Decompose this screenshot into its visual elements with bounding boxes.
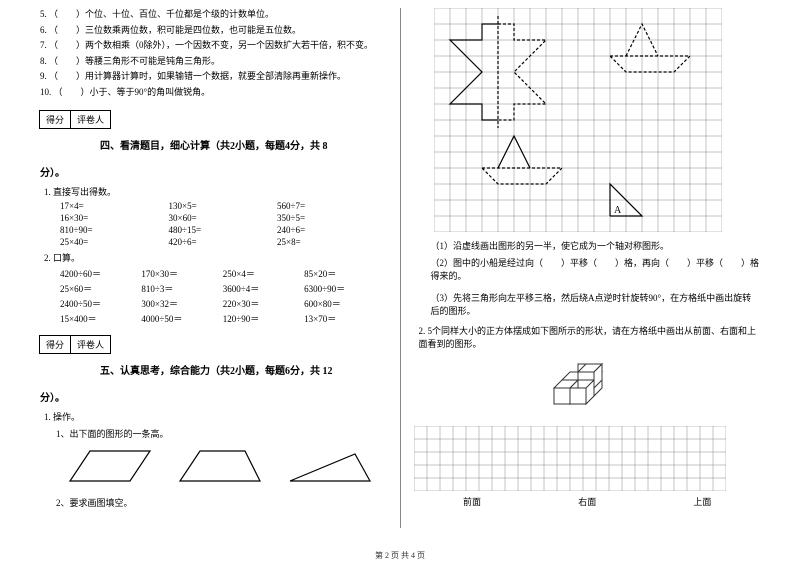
calc2-row: 15×400＝4000÷50＝120÷90＝13×70＝ <box>40 312 386 325</box>
view-right-label: 右面 <box>578 495 596 508</box>
op2-text: 2、要求画图填空。 <box>44 496 386 509</box>
score-box-4: 得分 评卷人 <box>40 110 111 129</box>
op1-text: 1、出下面的图形的一条高。 <box>44 427 386 440</box>
score-box-5: 得分 评卷人 <box>40 335 111 354</box>
calc1-block: 17×4=130×5=560÷7= 16×30=30×60=350÷5= 810… <box>40 201 386 247</box>
view-front-label: 前面 <box>463 495 481 508</box>
calc2-block: 4200÷60＝170×30＝250×4＝85×20＝ 25×60＝810÷3＝… <box>40 267 386 325</box>
section5-suffix: 分）。 <box>40 389 386 404</box>
calc1-row: 17×4=130×5=560÷7= <box>40 201 386 211</box>
page-footer: 第 2 页 共 4 页 <box>0 550 800 561</box>
op-label: 1. 操作。 <box>44 410 386 423</box>
parallelogram-shape <box>60 446 155 486</box>
cubes-svg <box>542 358 632 418</box>
grid-svg: A <box>434 8 722 232</box>
trapezoid-shape <box>175 446 265 486</box>
views-grid-svg <box>414 426 726 491</box>
score-label: 得分 <box>39 335 71 354</box>
score-label: 得分 <box>39 110 71 129</box>
views-grid: 前面 右面 上面 <box>414 426 760 508</box>
calc2-label: 2. 口算。 <box>44 251 386 264</box>
tf-q10: 10. （ ）小于、等于90°的角叫做锐角。 <box>40 86 386 99</box>
calc2-row: 2400÷50＝300×32＝220×30＝600×80＝ <box>40 297 386 310</box>
section4-title: 四、看清题目，细心计算（共2小题，每题4分，共 8 <box>100 137 328 152</box>
calc1-row: 810÷90=480÷15=240÷6= <box>40 225 386 235</box>
grader-label: 评卷人 <box>70 335 111 354</box>
right-q1: （1）沿虚线画出图形的另一半，使它成为一个轴对称图形。 <box>430 240 760 254</box>
calc2-row: 25×60＝810÷3＝3600÷4＝6300÷90＝ <box>40 282 386 295</box>
view-top-label: 上面 <box>693 495 711 508</box>
grader-label: 评卷人 <box>70 110 111 129</box>
section4-suffix: 分）。 <box>40 164 386 179</box>
svg-text:A: A <box>614 205 622 216</box>
cubes-figure <box>414 358 760 420</box>
tf-q6: 6. （ ）三位数乘两位数，积可能是四位数，也可能是五位数。 <box>40 24 386 37</box>
triangle-shape <box>285 446 375 486</box>
left-column: 5. （ ）个位、十位、百位、千位都是个级的计数单位。 6. （ ）三位数乘两位… <box>30 8 396 528</box>
shapes-row <box>60 446 386 486</box>
main-grid-figure: A <box>434 8 760 234</box>
calc1-row: 25×40=420÷6=25×8= <box>40 237 386 247</box>
column-divider <box>400 8 401 528</box>
calc2-row: 4200÷60＝170×30＝250×4＝85×20＝ <box>40 267 386 280</box>
right-column: A （1）沿虚线画出图形的另一半，使它成为一个轴对称图形。 （2）图中的小船是经… <box>404 8 770 528</box>
right-q2: （2）图中的小船是经过向（ ）平移（ ）格，再向（ ）平移（ ）格得来的。 <box>430 257 760 284</box>
tf-q7: 7. （ ）两个数相乘（0除外），一个因数不变，另一个因数扩大若干倍，积不变。 <box>40 39 386 52</box>
right-p2: 2. 5个同样大小的正方体摆成如下图所示的形状，请在方格纸中画出从前面、右面和上… <box>418 325 760 352</box>
views-labels: 前面 右面 上面 <box>414 495 760 508</box>
calc1-label: 1. 直接写出得数。 <box>44 185 386 198</box>
section5-title: 五、认真思考，综合能力（共2小题，每题6分，共 12 <box>100 362 333 377</box>
tf-q9: 9. （ ）用计算器计算时，如果输错一个数据，就要全部清除再重新操作。 <box>40 70 386 83</box>
tf-q5: 5. （ ）个位、十位、百位、千位都是个级的计数单位。 <box>40 8 386 21</box>
calc1-row: 16×30=30×60=350÷5= <box>40 213 386 223</box>
right-q3: （3）先将三角形向左平移三格，然后绕A点逆时针旋转90°，在方格纸中画出旋转后的… <box>430 292 760 319</box>
tf-q8: 8. （ ）等腰三角形不可能是钝角三角形。 <box>40 55 386 68</box>
